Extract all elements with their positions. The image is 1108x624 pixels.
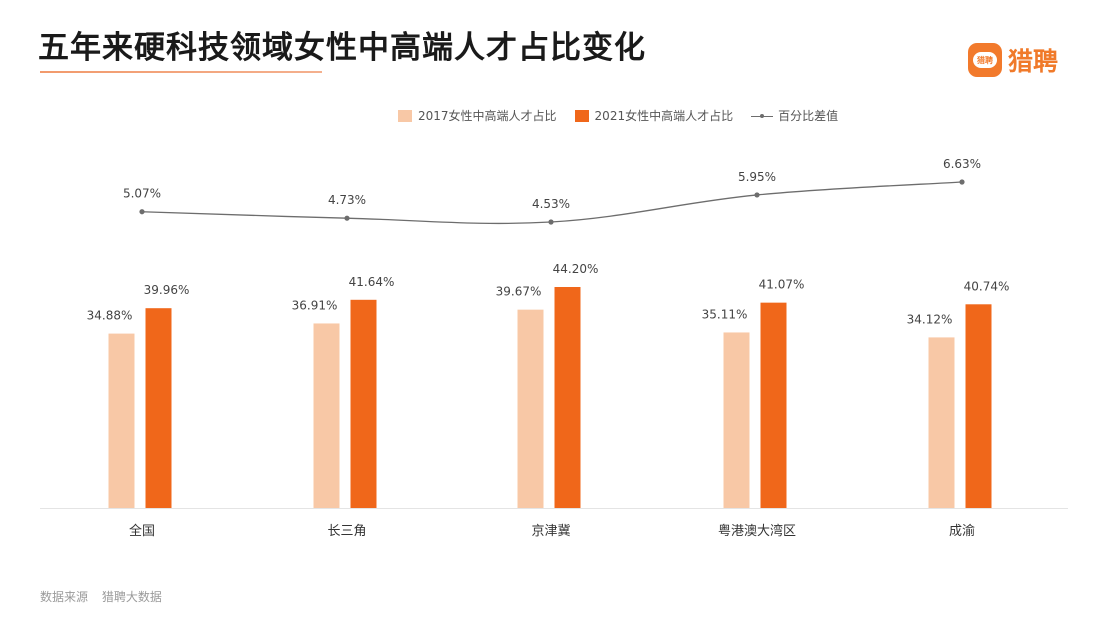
source-value: 猎聘大数据: [101, 590, 162, 604]
category-label-4: 成渝: [949, 523, 975, 539]
data-label-2021-4: 40.74%: [964, 279, 1010, 293]
data-label-2017-0: 34.88%: [87, 309, 133, 323]
bar-2021-4: [965, 304, 992, 508]
legend-swatch-2017: [398, 109, 412, 122]
category-label-0: 全国: [129, 523, 155, 539]
title-underline: [40, 71, 322, 73]
legend-swatch-line: [751, 110, 774, 122]
chat-bubble-icon: 猎聘: [968, 43, 1002, 77]
difference-point-0: [139, 209, 145, 215]
legend-item-2021: 2021女性中高端人才占比: [574, 107, 734, 124]
difference-label-4: 6.63%: [943, 157, 981, 171]
page-title: 五年来硬科技领域女性中高端人才占比变化: [38, 30, 646, 66]
data-label-2017-1: 36.91%: [292, 298, 338, 312]
bar-2017-4: [928, 337, 955, 508]
category-label-2: 京津冀: [531, 523, 570, 539]
legend-swatch-2021: [574, 109, 589, 122]
bar-2017-1: [313, 323, 340, 508]
bar-2021-2: [554, 287, 581, 508]
difference-label-1: 4.73%: [328, 193, 366, 207]
source-label: 数据来源: [40, 590, 89, 604]
bar-2017-3: [723, 332, 750, 508]
data-label-2021-1: 41.64%: [349, 275, 395, 289]
data-label-2021-3: 41.07%: [759, 278, 805, 292]
difference-point-3: [754, 192, 760, 198]
data-label-2017-2: 39.67%: [496, 285, 542, 299]
category-label-1: 长三角: [327, 524, 366, 539]
legend-label-2021: 2021女性中高端人才占比: [594, 109, 734, 123]
difference-label-0: 5.07%: [123, 187, 161, 201]
legend-label-diff: 百分比差值: [778, 109, 839, 123]
difference-label-3: 5.95%: [738, 170, 776, 184]
bar-2017-2: [517, 309, 544, 508]
data-label-2021-2: 44.20%: [553, 262, 599, 276]
bar-2021-1: [350, 299, 377, 508]
bar-2017-0: [108, 333, 135, 508]
legend-item-diff: 百分比差值: [751, 107, 838, 124]
difference-point-2: [548, 219, 554, 225]
bar-2021-3: [760, 302, 787, 508]
data-source: 数据来源 猎聘大数据: [40, 588, 162, 605]
difference-point-1: [344, 215, 350, 221]
data-label-2017-4: 34.12%: [907, 312, 953, 326]
data-label-2017-3: 35.11%: [702, 307, 748, 321]
logo-icon-text: 猎聘: [973, 52, 997, 68]
difference-point-4: [959, 179, 965, 185]
category-label-3: 粤港澳大湾区: [718, 523, 796, 539]
difference-label-2: 4.53%: [532, 197, 570, 211]
legend-label-2017: 2017女性中高端人才占比: [418, 109, 557, 123]
data-label-2021-0: 39.96%: [144, 283, 190, 297]
logo-text: 猎聘: [1008, 47, 1059, 76]
brand-logo: 猎聘 猎聘: [968, 42, 1058, 78]
chart-legend: 2017女性中高端人才占比 2021女性中高端人才占比 百分比差值: [398, 107, 856, 124]
legend-item-2017: 2017女性中高端人才占比: [398, 107, 557, 124]
bar-2021-0: [145, 308, 172, 508]
